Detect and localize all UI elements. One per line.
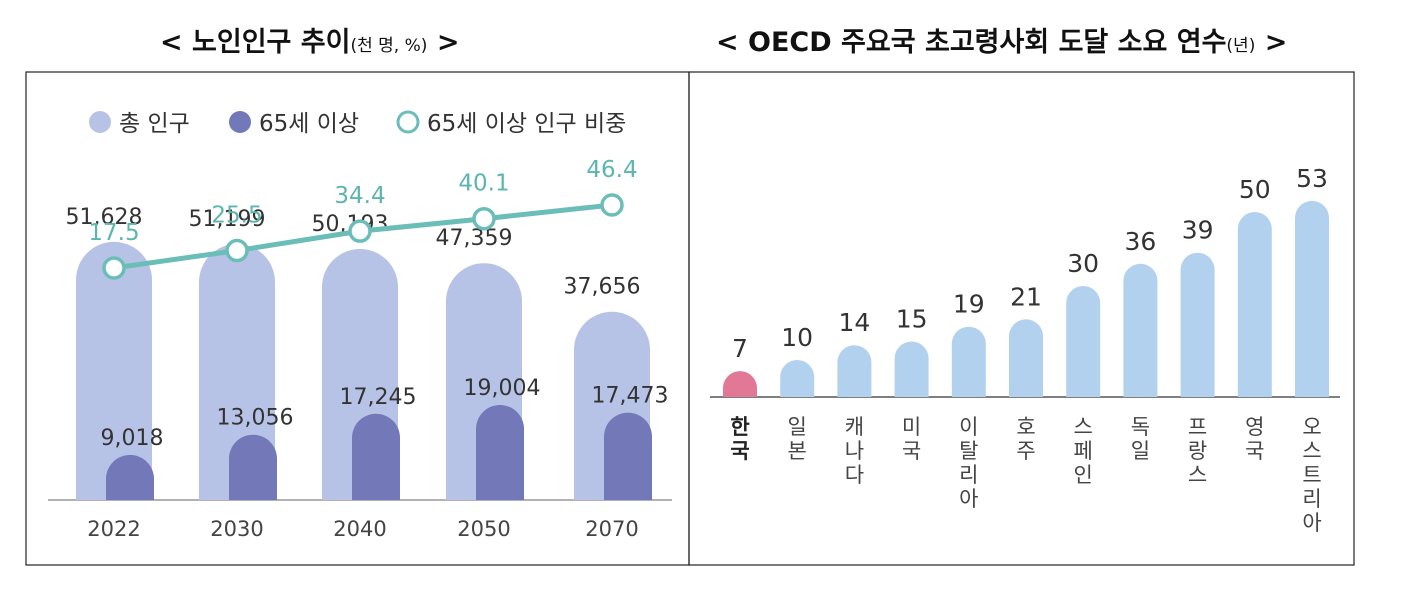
bar-elderly-population (352, 413, 400, 500)
bar-value-label: 7 (732, 334, 748, 363)
ratio-point (225, 238, 249, 263)
legend-marker-ratio (396, 110, 420, 134)
bar-label-total: 51,199 (189, 207, 266, 232)
x-tick-label: 2070 (585, 517, 638, 541)
bar-value-label: 36 (1124, 227, 1156, 256)
left-title-open: < (160, 27, 183, 58)
ratio-label: 17.5 (88, 220, 139, 246)
bar-value-label: 53 (1296, 164, 1328, 193)
bar-label-total: 37,656 (564, 275, 641, 300)
bar-elderly-population (604, 412, 652, 500)
ratio-label: 46.4 (586, 157, 637, 183)
bar-country (1066, 286, 1101, 397)
ratio-label: 25.5 (211, 203, 262, 229)
right-title-unit: (년) (1226, 36, 1256, 56)
legend-label: 65세 이상 인구 비중 (427, 111, 626, 137)
bar-country (1123, 263, 1158, 397)
bar-value-label: 19 (953, 290, 985, 319)
aging-years-chart: 7 한 국 10 일 본 14 캐 나 다 15 미 국 19 이 탈 리 아 21 호 주 30 스 페 인 36 독 일 39 프 랑 스… (710, 164, 1340, 535)
legend-marker-total (89, 111, 111, 133)
x-tick-label: 2050 (457, 517, 510, 541)
bar-country (951, 326, 986, 397)
left-title-close: > (436, 27, 460, 58)
left-title-main: 노인인구 추이 (192, 27, 351, 58)
legend-label: 65세 이상 (259, 111, 359, 137)
bar-value-label: 15 (896, 305, 928, 334)
ratio-label: 34.4 (334, 183, 385, 209)
right-chart-title: < OECD 주요국 초고령사회 도달 소요 연수(년) > (716, 20, 1287, 59)
x-tick-label: 2040 (333, 517, 386, 541)
bar-value-label: 50 (1239, 175, 1271, 204)
legend-label: 총 인구 (119, 111, 190, 137)
bar-value-label: 30 (1067, 249, 1099, 278)
x-tick-label: 2022 (87, 517, 140, 541)
right-chart-frame (688, 71, 1355, 566)
bar-value-label: 10 (781, 323, 813, 352)
left-chart-title: < 노인인구 추이(천 명, %) > (160, 20, 459, 59)
bar-elderly-population (106, 454, 154, 500)
bar-country (894, 341, 929, 397)
bar-label-total: 47,359 (436, 226, 513, 251)
bar-total-population (76, 241, 152, 500)
bar-label-elderly: 17,245 (340, 385, 417, 410)
right-title-close: > (1264, 27, 1288, 58)
right-title-main: OECD 주요국 초고령사회 도달 소요 연수 (748, 27, 1227, 58)
bar-label-elderly: 17,473 (592, 384, 669, 409)
ratio-point (600, 193, 624, 217)
bar-value-label: 21 (1010, 282, 1042, 311)
bar-elderly-population (229, 434, 277, 500)
left-title-unit: (천 명, %) (350, 36, 428, 56)
ratio-point (348, 219, 372, 243)
bar-country (1295, 200, 1329, 397)
bar-label-elderly: 9,018 (101, 426, 164, 451)
population-chart: 총 인구 65세 이상 65세 이상 인구 비중 51,628 9,018 2022 51,… (48, 110, 672, 541)
bar-country (837, 345, 872, 397)
bar-value-label: 14 (838, 308, 870, 337)
bar-label-elderly: 19,004 (464, 376, 541, 401)
ratio-label: 40.1 (458, 171, 509, 197)
bar-korea (723, 371, 757, 397)
bar-label-total: 51,628 (66, 205, 143, 230)
bar-elderly-population (476, 404, 524, 500)
bar-country (780, 360, 815, 397)
ratio-point (102, 256, 126, 280)
bar-country (1237, 212, 1272, 397)
ratio-point (472, 206, 496, 231)
x-tick-label: 2030 (210, 517, 263, 541)
bar-country (1009, 319, 1043, 397)
bar-value-label: 39 (1182, 216, 1214, 245)
right-title-open: < (716, 27, 739, 58)
legend-marker-elderly (229, 111, 251, 133)
bar-label-elderly: 13,056 (217, 406, 294, 431)
bar-country (1180, 252, 1215, 397)
